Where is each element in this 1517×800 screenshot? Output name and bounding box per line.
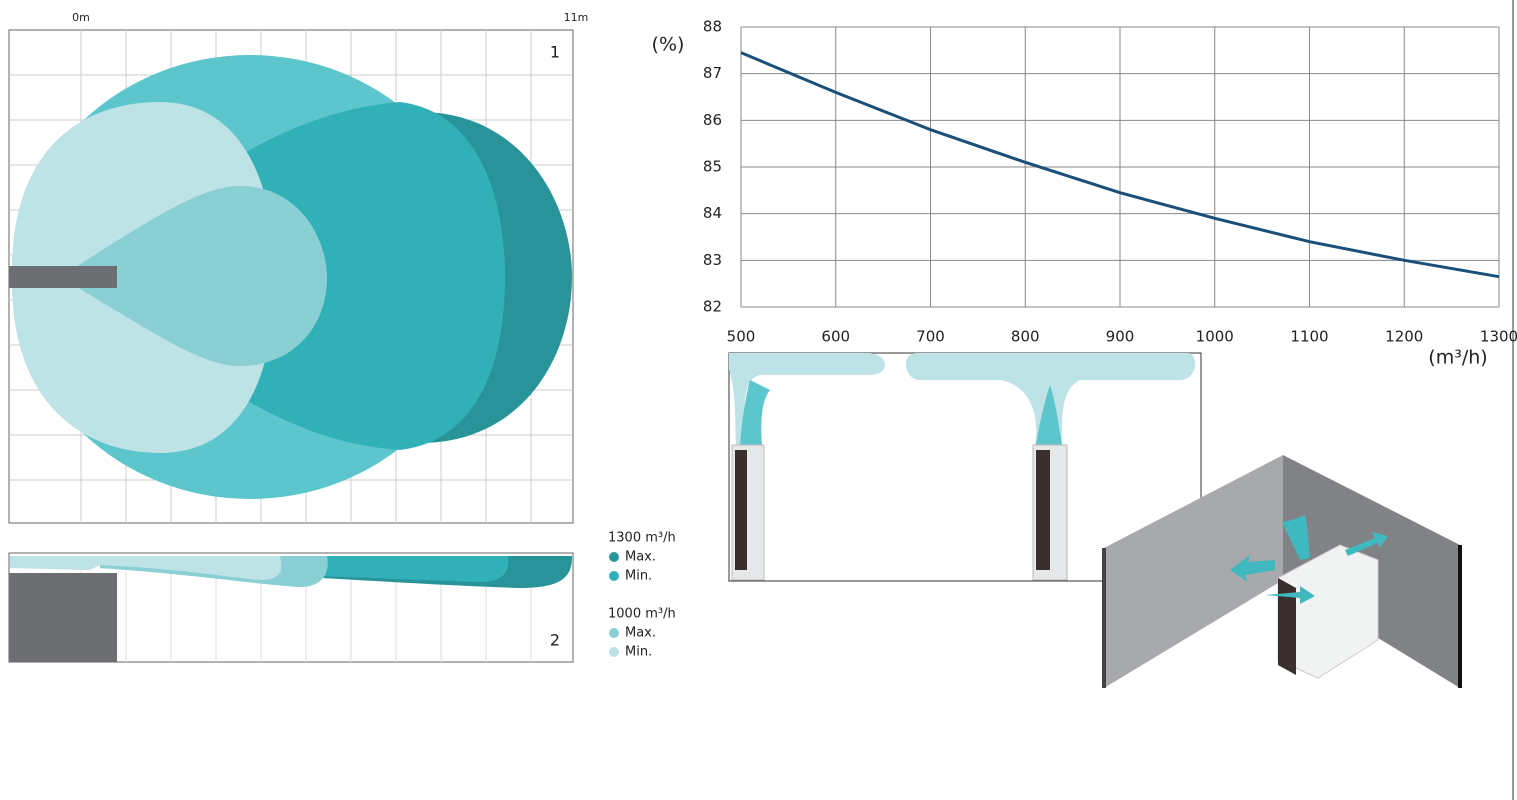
legend-label: Min. <box>625 645 652 660</box>
data-line <box>740 51 1500 279</box>
view-number: 2 <box>550 631 560 650</box>
scale-label: 0m <box>72 11 90 24</box>
air-arrow <box>1282 515 1310 560</box>
airflow <box>729 353 885 445</box>
x-tick-label: 1300 <box>1480 328 1517 346</box>
view-number: 1 <box>550 43 560 62</box>
y-tick-label: 82 <box>703 298 722 316</box>
x-tick-label: 800 <box>1011 328 1040 346</box>
wall-left <box>1104 455 1283 688</box>
legend-swatch <box>609 647 619 657</box>
throw-area <box>60 186 327 366</box>
legend-label: Max. <box>625 550 656 565</box>
x-tick-label: 500 <box>727 328 756 346</box>
y-tick-label: 88 <box>703 18 722 36</box>
scale-label: 11m <box>564 11 589 24</box>
y-tick-label: 87 <box>703 64 722 82</box>
legend-swatch <box>609 571 619 581</box>
air-arrow <box>1345 532 1388 556</box>
legend-heading: 1300 m³/h <box>608 531 676 546</box>
ceiling-illustration <box>728 352 1202 582</box>
legend-heading: 1000 m³/h <box>608 607 676 622</box>
grille <box>1036 450 1050 570</box>
legend-swatch <box>609 628 619 638</box>
y-tick-label: 84 <box>703 204 722 222</box>
x-tick-label: 1100 <box>1290 328 1328 346</box>
x-tick-label: 600 <box>821 328 850 346</box>
grille <box>735 450 747 570</box>
y-tick-label: 86 <box>703 111 722 129</box>
legend-label: Max. <box>625 626 656 641</box>
unit <box>9 573 117 662</box>
y-tick-label: 83 <box>703 251 722 269</box>
x-tick-label: 1000 <box>1196 328 1234 346</box>
legend-swatch <box>609 552 619 562</box>
legend-label: Min. <box>625 569 652 584</box>
side-view: 2 <box>8 552 574 663</box>
room-illustration <box>1102 455 1462 688</box>
air-arrow <box>1265 586 1315 604</box>
x-axis-label: (m³/h) <box>1428 347 1487 369</box>
x-tick-label: 700 <box>916 328 945 346</box>
airflow-core <box>740 380 770 445</box>
airflow-core <box>1036 385 1062 445</box>
air-arrow <box>1230 555 1275 582</box>
y-tick-label: 85 <box>703 158 722 176</box>
unit <box>9 266 117 288</box>
grille <box>1278 578 1296 675</box>
y-axis-label: (%) <box>652 34 685 56</box>
top-view: 0m 11m 1 <box>8 11 589 524</box>
x-tick-label: 900 <box>1106 328 1135 346</box>
x-tick-label: 1200 <box>1385 328 1423 346</box>
line-chart: 82 83 84 85 86 87 88 500 600 700 800 900 1000 1100 120… <box>652 18 1517 369</box>
throw-area <box>10 556 282 580</box>
